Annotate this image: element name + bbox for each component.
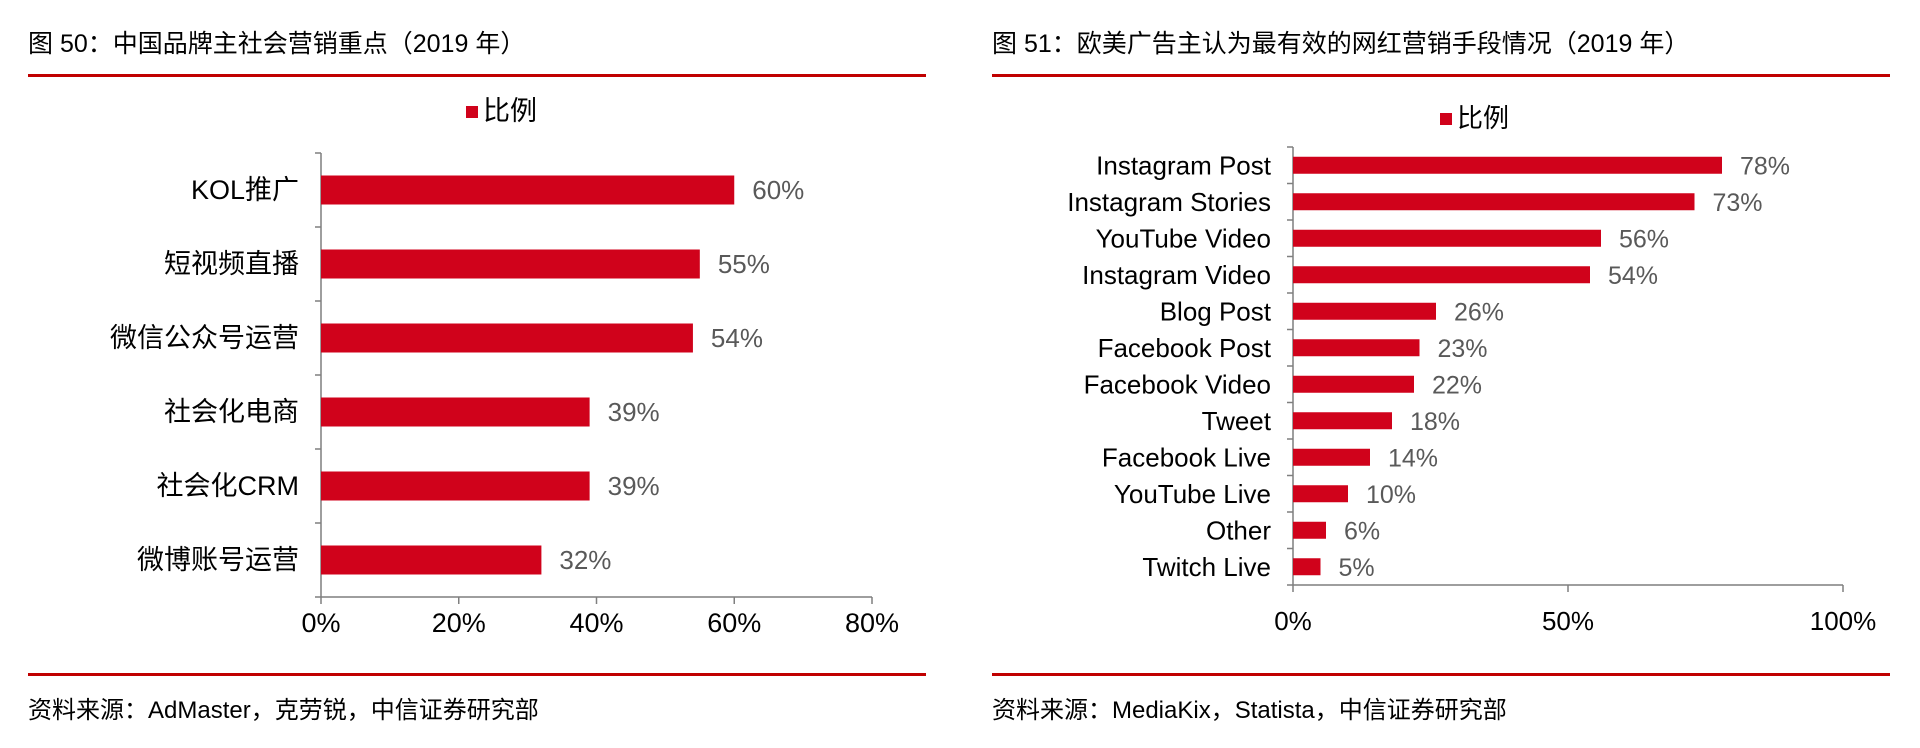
data-label: 22% xyxy=(1432,371,1482,399)
data-label: 32% xyxy=(559,545,611,575)
category-label: YouTube Live xyxy=(1114,479,1271,509)
bar-chart: 比例 0% 50% 100% Instagram Post 78% Instagram St… xyxy=(1067,103,1877,636)
category-label: 社会化CRM xyxy=(157,471,300,501)
data-label: 60% xyxy=(752,175,804,205)
bar xyxy=(321,545,542,575)
chart-title: 图 51：欧美广告主认为最有效的网红营销手段情况（2019 年） xyxy=(992,30,1690,58)
bar xyxy=(1293,266,1590,284)
chart-source: 资料来源：AdMaster，克劳锐，中信证券研究部 xyxy=(28,697,539,724)
legend-swatch xyxy=(466,106,478,118)
data-label: 14% xyxy=(1388,444,1438,472)
bar xyxy=(1293,412,1392,430)
category-label: KOL推广 xyxy=(191,175,299,205)
title-rule xyxy=(28,74,926,77)
chart-title: 图 50：中国品牌主社会营销重点（2019 年） xyxy=(28,30,526,58)
category-label: Instagram Stories xyxy=(1067,187,1271,217)
x-tick-label: 100% xyxy=(1810,606,1877,636)
category-label: Facebook Post xyxy=(1098,333,1272,363)
data-label: 56% xyxy=(1619,225,1669,253)
data-label: 78% xyxy=(1740,152,1790,180)
x-tick-label: 0% xyxy=(301,608,340,638)
data-label: 39% xyxy=(608,397,660,427)
bar-chart: 比例 0% 20% 40% 60% 80% KOL推广 60% 短视频直播 55% 微信公众号运营 5… xyxy=(110,96,899,638)
chart-source: 资料来源：MediaKix，Statista，中信证券研究部 xyxy=(992,697,1507,724)
category-label: 微博账号运营 xyxy=(137,545,299,575)
x-tick-label: 20% xyxy=(432,608,486,638)
data-label: 39% xyxy=(608,471,660,501)
chart-panel-right: 图 51：欧美广告主认为最有效的网红营销手段情况（2019 年） 比例 0% 50%… xyxy=(992,0,1892,748)
legend-label: 比例 xyxy=(1457,103,1509,133)
category-label: YouTube Video xyxy=(1096,223,1271,253)
category-label: Facebook Live xyxy=(1102,442,1271,472)
category-label: 社会化电商 xyxy=(164,397,299,427)
x-tick-label: 0% xyxy=(1274,606,1312,636)
bar xyxy=(321,323,693,353)
bar xyxy=(1293,229,1601,247)
bar xyxy=(1293,339,1420,357)
source-rule xyxy=(992,673,1890,676)
category-label: Facebook Video xyxy=(1084,369,1271,399)
data-label: 55% xyxy=(718,249,770,279)
data-label: 26% xyxy=(1454,298,1504,326)
x-tick-label: 60% xyxy=(707,608,761,638)
bar xyxy=(1293,156,1722,174)
legend-label: 比例 xyxy=(483,96,537,126)
category-label: Instagram Video xyxy=(1082,260,1271,290)
data-label: 23% xyxy=(1438,335,1488,363)
data-label: 5% xyxy=(1339,554,1375,582)
data-label: 10% xyxy=(1366,481,1416,509)
data-label: 54% xyxy=(711,323,763,353)
category-label: 短视频直播 xyxy=(164,249,299,279)
category-label: 微信公众号运营 xyxy=(110,323,299,353)
legend-swatch xyxy=(1440,113,1452,125)
category-label: Instagram Post xyxy=(1096,150,1272,180)
bar xyxy=(1293,302,1436,320)
chart-panel-left: 图 50：中国品牌主社会营销重点（2019 年） 比例 0% 20% 40% 60% 80… xyxy=(28,0,928,748)
bar xyxy=(1293,485,1348,503)
bar xyxy=(1293,448,1370,466)
bar xyxy=(321,397,590,427)
data-label: 73% xyxy=(1713,189,1763,217)
title-rule xyxy=(992,74,1890,77)
category-label: Tweet xyxy=(1202,406,1272,436)
bar xyxy=(321,249,700,279)
category-label: Other xyxy=(1206,515,1271,545)
source-rule xyxy=(28,673,926,676)
bar xyxy=(321,471,590,501)
data-label: 18% xyxy=(1410,408,1460,436)
bar xyxy=(1293,193,1695,211)
data-label: 6% xyxy=(1344,517,1380,545)
bar xyxy=(1293,558,1321,576)
x-tick-label: 40% xyxy=(569,608,623,638)
bar xyxy=(1293,375,1414,393)
x-tick-label: 50% xyxy=(1542,606,1594,636)
category-label: Twitch Live xyxy=(1142,552,1271,582)
x-tick-label: 80% xyxy=(845,608,899,638)
category-label: Blog Post xyxy=(1160,296,1272,326)
bar xyxy=(1293,521,1326,539)
data-label: 54% xyxy=(1608,262,1658,290)
bar xyxy=(321,175,735,205)
